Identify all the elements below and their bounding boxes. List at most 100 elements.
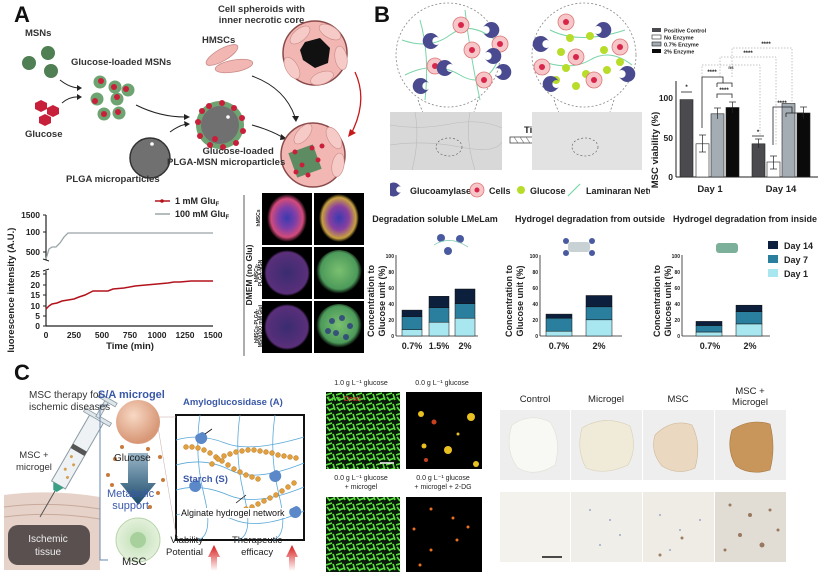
svg-text:0.7%: 0.7% bbox=[549, 341, 570, 351]
panel-letter-a: A bbox=[14, 2, 30, 27]
label-msc-therapy-l1: MSC therapy for bbox=[29, 390, 102, 401]
svg-text:1000: 1000 bbox=[148, 330, 167, 340]
svg-text:0: 0 bbox=[677, 334, 680, 340]
label-viability-l2: Potential bbox=[166, 547, 203, 558]
svg-text:*: * bbox=[685, 85, 688, 91]
glucoamylase-legend-icon bbox=[390, 182, 401, 197]
svg-text:0: 0 bbox=[44, 330, 49, 340]
therapeutic-up-arrow-icon bbox=[286, 545, 298, 571]
svg-text:Ischemic: Ischemic bbox=[28, 534, 67, 545]
tissue-col-control: Control bbox=[519, 394, 551, 405]
svg-text:1500: 1500 bbox=[204, 330, 223, 340]
svg-text:1250: 1250 bbox=[176, 330, 195, 340]
svg-text:20: 20 bbox=[31, 280, 41, 290]
glucose-hexagon-icon bbox=[35, 100, 59, 126]
amyloglucosidase-icon bbox=[189, 432, 302, 518]
svg-text:1.5%: 1.5% bbox=[429, 341, 450, 351]
svg-text:2%: 2% bbox=[743, 341, 756, 351]
svg-text:80: 80 bbox=[532, 270, 538, 276]
svg-text:60: 60 bbox=[674, 286, 680, 292]
svg-text:*: * bbox=[757, 130, 760, 136]
svg-text:MSN(100 mM Glu): MSN(100 mM Glu) bbox=[258, 304, 262, 347]
svg-text:20: 20 bbox=[674, 318, 680, 324]
fluorescence-xlabel: Time (min) bbox=[106, 341, 154, 352]
panel-letter-b: B bbox=[374, 2, 390, 27]
svg-text:DMEM (no Glu): DMEM (no Glu) bbox=[244, 244, 254, 305]
svg-text:hMSCs: hMSCs bbox=[256, 209, 262, 226]
svg-text:0: 0 bbox=[535, 334, 538, 340]
title-degradation-inside: Hydrogel degradation from inside bbox=[673, 214, 817, 224]
svg-text:****: **** bbox=[761, 42, 771, 48]
svg-text:Glucose unit (%): Glucose unit (%) bbox=[515, 265, 525, 336]
label-glucose-loaded-msns: Glucose-loaded MSNs bbox=[71, 57, 172, 68]
tissue-microgel bbox=[579, 420, 634, 472]
label-glucose-loaded-plga-l1: Glucose-loaded bbox=[202, 146, 274, 157]
label-alginate-network: Alginate hydrogel network bbox=[180, 508, 286, 518]
svg-text:750: 750 bbox=[123, 330, 137, 340]
microgel-sphere-icon bbox=[116, 400, 160, 444]
category-day1: Day 1 bbox=[697, 184, 723, 195]
svg-text:No Enzyme: No Enzyme bbox=[664, 36, 694, 42]
svg-text:60: 60 bbox=[388, 286, 394, 292]
viability-legend: Positive Control No Enzyme 0.7% Enzyme 2… bbox=[651, 28, 707, 56]
plga-msn-microparticle-icon bbox=[195, 100, 246, 150]
label-therapeutic-l2: efficacy bbox=[241, 547, 274, 558]
svg-text:100: 100 bbox=[386, 254, 395, 260]
legend-cells: Cells bbox=[489, 186, 511, 196]
viability-ylabel: MSC viability (%) bbox=[650, 112, 661, 189]
svg-text:100: 100 bbox=[659, 93, 673, 103]
svg-text:0: 0 bbox=[391, 334, 394, 340]
spheroid-with-particle-icon bbox=[280, 122, 346, 188]
svg-text:Concentration to: Concentration to bbox=[366, 265, 376, 337]
label-msc-therapy-l2: ischemic diseases bbox=[29, 402, 111, 413]
label-spheroids: Cell spheroids with inner necrotic core bbox=[218, 4, 305, 26]
fluorescence-line-chart: Fluorescence intensity (A.U.) 1500 100 5… bbox=[6, 196, 230, 353]
label-plga-microparticles: PLGA microparticles bbox=[66, 174, 160, 185]
svg-text:2%: 2% bbox=[458, 341, 471, 351]
svg-text:15: 15 bbox=[31, 290, 41, 300]
micro-label-1: 1.0 g L⁻¹ glucose bbox=[334, 380, 388, 387]
network-legend-icon bbox=[567, 183, 581, 197]
glucose-dots-icon bbox=[552, 32, 624, 90]
svg-text:10: 10 bbox=[31, 301, 41, 311]
label-viability-l1: Viability bbox=[170, 535, 203, 546]
micro-label-3: 0.0 g L⁻¹ glucose + microgel bbox=[334, 475, 388, 491]
legend-glucose: Glucose bbox=[530, 186, 566, 196]
label-glucose-loaded-plga: Glucose-loaded PLGA-MSN microparticles bbox=[167, 146, 285, 168]
syringe-icon bbox=[39, 392, 118, 518]
svg-text:Day 14: Day 14 bbox=[784, 241, 813, 251]
panel-a-schematic bbox=[22, 20, 362, 188]
tissue-col-msc: MSC bbox=[667, 394, 689, 405]
svg-text:****: **** bbox=[719, 88, 729, 94]
label-starch: Starch (S) bbox=[183, 474, 228, 485]
svg-text:40: 40 bbox=[674, 302, 680, 308]
svg-text:50: 50 bbox=[664, 133, 674, 143]
title-degradation-soluble: Degradation soluble LMeLam bbox=[372, 214, 498, 224]
svg-text:tissue: tissue bbox=[35, 547, 62, 558]
label-msc-microgel: MSC + microgel bbox=[16, 450, 52, 474]
label-metabolic-l1: Metabolic bbox=[107, 488, 155, 500]
svg-text:****: **** bbox=[743, 51, 753, 57]
label-glucose: Glucose bbox=[25, 129, 63, 140]
label-viability-potential: Viability Potential bbox=[166, 535, 203, 559]
panel-c-schematic: Ischemic tissue bbox=[3, 392, 305, 571]
panel-b-schematic: Time bbox=[390, 2, 642, 171]
svg-text:hMSCs-PLGA-: hMSCs-PLGA- bbox=[254, 309, 260, 344]
tissue-control bbox=[508, 417, 558, 473]
svg-text:80: 80 bbox=[674, 270, 680, 276]
svg-text:0.7%: 0.7% bbox=[402, 341, 423, 351]
label-sa-microgel: S/A microgel bbox=[98, 389, 165, 401]
svg-text:Day 7: Day 7 bbox=[784, 255, 808, 265]
micro-grid-row-labels: DMEM (no Glu) hMSCs hMSCs- PLGA-MSN hMSC… bbox=[243, 195, 262, 356]
panel-b-legend: Glucoamylase Cells Glucose Laminaran Net… bbox=[390, 182, 650, 198]
live-dead-images: Live Dead bbox=[326, 392, 482, 572]
svg-text:20: 20 bbox=[388, 318, 394, 324]
svg-text:****: **** bbox=[707, 70, 717, 76]
dead-label: Dead bbox=[344, 396, 361, 403]
label-hmscs: HMSCs bbox=[202, 35, 236, 46]
legend-network: Laminaran Network bbox=[586, 186, 650, 196]
svg-text:0: 0 bbox=[35, 321, 40, 331]
tissue-col-msc-microgel: MSC + Microgel bbox=[732, 386, 768, 408]
svg-text:hMSCs-: hMSCs- bbox=[254, 263, 260, 282]
metabolic-arrow-icon bbox=[120, 453, 156, 505]
